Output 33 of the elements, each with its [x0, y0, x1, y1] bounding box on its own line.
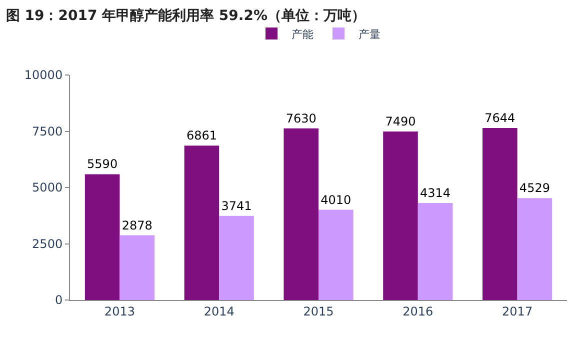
y-tick-label: 7500 [32, 124, 63, 138]
x-tick-label: 2016 [402, 304, 434, 318]
data-label: 7630 [286, 111, 316, 126]
bar [383, 131, 418, 300]
data-label: 7490 [385, 114, 416, 128]
x-tick-label: 2017 [502, 304, 533, 318]
data-label: 2878 [122, 218, 152, 232]
legend-label: 产量 [358, 28, 380, 41]
y-tick-label: 10000 [24, 68, 63, 82]
data-label: 4314 [420, 186, 451, 200]
x-tick-label: 2015 [303, 304, 334, 318]
data-label: 4010 [320, 192, 352, 207]
bar [219, 216, 254, 300]
data-label: 3741 [221, 198, 252, 213]
bar [482, 128, 518, 300]
bar [284, 128, 318, 300]
data-label: 5590 [87, 157, 118, 172]
data-label: 7644 [484, 111, 516, 126]
bar [418, 202, 453, 300]
data-label: 6861 [186, 128, 217, 143]
bar [517, 198, 552, 300]
bar [120, 235, 154, 300]
x-tick-label: 2014 [204, 304, 234, 318]
x-tick-label: 2013 [104, 304, 135, 318]
bar [318, 210, 354, 300]
chart-title: 图 19：2017 年甲醇产能利用率 59.2%（单位：万吨） [6, 7, 366, 24]
y-tick-label: 0 [54, 293, 63, 308]
bar [184, 146, 220, 300]
y-tick-label: 2500 [32, 236, 63, 251]
legend-label: 产能 [292, 28, 314, 41]
bar [84, 174, 120, 300]
data-label: 4529 [519, 181, 550, 196]
y-tick-label: 5000 [32, 180, 63, 195]
